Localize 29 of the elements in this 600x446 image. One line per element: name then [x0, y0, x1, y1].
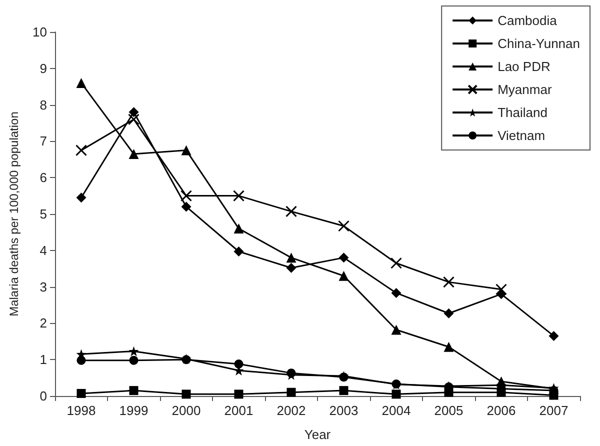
legend-label: Cambodia — [498, 13, 558, 28]
x-tick-label: 2006 — [486, 403, 516, 418]
y-axis-title: Malaria deaths per 100,000 population — [7, 112, 21, 316]
x-tick-label: 2005 — [434, 403, 464, 418]
y-tick-label: 5 — [40, 206, 47, 222]
x-tick-label: 2007 — [539, 403, 568, 418]
y-tick-label: 0 — [40, 388, 47, 404]
y-tick-label: 1 — [40, 352, 47, 368]
y-tick-label: 8 — [40, 97, 47, 112]
y-tick-label: 10 — [32, 24, 47, 40]
y-tick-label: 7 — [40, 134, 47, 149]
x-tick-label: 2002 — [276, 403, 306, 418]
legend-label: Myanmar — [498, 82, 552, 97]
x-tick-label: 2000 — [172, 403, 201, 418]
x-axis-title: Year — [304, 427, 332, 442]
y-tick-label: 3 — [40, 279, 47, 294]
legend-label: Lao PDR — [498, 59, 550, 74]
x-tick-label: 2001 — [224, 403, 254, 418]
legend-label: Thailand — [498, 105, 548, 120]
y-tick-label: 4 — [40, 242, 47, 258]
x-tick-label: 1998 — [66, 403, 96, 418]
legend-label: China-Yunnan — [498, 36, 580, 51]
x-tick-label: 2003 — [329, 403, 358, 418]
x-tick-label: 2004 — [382, 403, 411, 418]
y-tick-label: 2 — [40, 316, 47, 331]
y-tick-label: 9 — [40, 60, 47, 76]
y-tick-label: 6 — [40, 170, 47, 186]
x-tick-label: 1999 — [119, 403, 148, 418]
legend-label: Vietnam — [498, 128, 546, 143]
